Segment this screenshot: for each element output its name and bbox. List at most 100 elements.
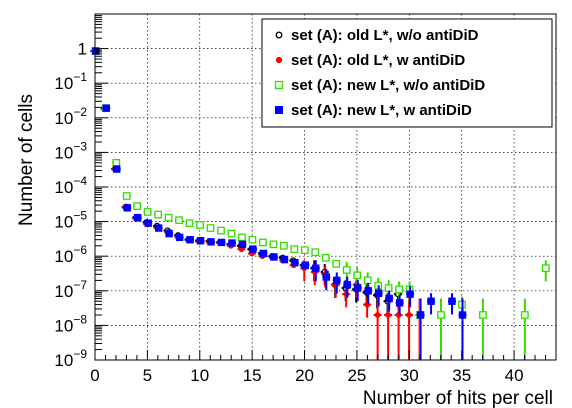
x-tick-label: 25 — [347, 366, 366, 385]
legend-label: set (A): old L*, w antiDiD — [291, 52, 465, 69]
data-point — [290, 245, 299, 253]
point-marker — [321, 253, 330, 262]
point-marker — [448, 297, 456, 305]
point-marker — [227, 229, 236, 238]
data-point — [405, 298, 414, 360]
point-marker — [113, 165, 121, 173]
point-marker — [154, 210, 162, 219]
y-tick-label: 10−3 — [54, 139, 87, 162]
point-marker — [144, 219, 152, 227]
data-point — [448, 293, 457, 315]
point-marker — [291, 258, 299, 267]
point-marker — [300, 246, 309, 254]
data-point — [133, 202, 142, 210]
data-point — [290, 258, 299, 267]
data-point — [258, 238, 267, 247]
point-marker — [479, 311, 487, 319]
point-marker — [275, 106, 283, 114]
point-marker — [275, 56, 283, 64]
x-tick-label: 15 — [243, 366, 262, 385]
data-point — [196, 237, 205, 245]
x-tick-label: 20 — [295, 366, 314, 385]
x-tick-label: 35 — [452, 366, 471, 385]
series-4 — [91, 47, 467, 360]
y-tick-base: 10 — [54, 74, 73, 93]
point-marker — [275, 31, 283, 39]
point-marker — [228, 239, 236, 247]
y-tick-exponent: −4 — [73, 174, 87, 188]
data-point — [300, 246, 309, 254]
legend-label: set (A): old L*, w/o antiDiD — [291, 27, 479, 44]
y-tick-base: 10 — [54, 109, 73, 128]
point-marker — [259, 249, 268, 258]
y-tick-label: 10−4 — [54, 174, 87, 197]
point-marker — [311, 248, 320, 257]
data-point — [395, 294, 404, 316]
point-marker — [175, 233, 184, 242]
y-tick-label: 10−7 — [54, 278, 87, 301]
legend-label: set (A): new L*, w/o antiDiD — [291, 77, 485, 94]
y-tick-base: 10 — [54, 143, 73, 162]
point-marker — [269, 240, 278, 249]
point-marker — [238, 233, 246, 242]
point-marker — [248, 235, 257, 244]
y-tick-label: 1 — [78, 40, 87, 59]
y-tick-exponent: −8 — [73, 312, 87, 326]
data-point — [385, 290, 394, 312]
data-point — [416, 298, 425, 360]
data-point — [175, 233, 184, 242]
legend: set (A): old L*, w/o antiDiD set (A): old… — [261, 18, 553, 128]
data-point — [122, 192, 131, 200]
data-point — [154, 224, 163, 232]
point-marker — [249, 245, 257, 253]
point-marker — [280, 241, 288, 250]
legend-items: set (A): old L*, w/o antiDiD set (A): old… — [274, 27, 485, 119]
point-marker — [290, 245, 299, 253]
data-point — [123, 204, 132, 212]
y-tick-base: 10 — [54, 247, 73, 266]
data-point — [458, 298, 467, 360]
data-point — [478, 298, 487, 360]
data-point — [175, 216, 184, 225]
data-point — [437, 298, 446, 360]
point-marker — [301, 261, 310, 269]
data-point — [373, 298, 382, 360]
legend-item-1: set (A): old L*, w/o antiDiD — [275, 27, 479, 44]
point-marker — [102, 104, 110, 112]
point-marker — [143, 208, 152, 216]
point-marker — [322, 273, 330, 281]
point-marker — [333, 276, 341, 285]
point-marker — [406, 312, 412, 318]
point-marker — [343, 281, 351, 289]
data-point — [332, 260, 341, 268]
legend-item-2: set (A): old L*, w antiDiD — [275, 52, 465, 69]
point-marker — [437, 311, 445, 319]
data-point — [541, 260, 550, 282]
data-point — [406, 286, 415, 308]
x-tick-label: 40 — [505, 366, 524, 385]
data-point — [280, 255, 289, 264]
data-point — [363, 296, 372, 318]
point-marker — [406, 290, 414, 298]
data-point — [144, 219, 153, 227]
point-marker — [332, 260, 341, 268]
data-point — [165, 229, 174, 238]
point-marker — [312, 264, 320, 272]
legend-box — [261, 18, 553, 128]
data-point — [237, 233, 246, 242]
legend-item-4: set (A): new L*, w antiDiD — [275, 102, 472, 119]
data-point — [207, 238, 216, 246]
y-tick-base: 10 — [54, 213, 73, 232]
data-point — [311, 260, 320, 282]
point-marker — [186, 235, 194, 244]
point-marker — [384, 284, 393, 292]
point-marker — [207, 238, 215, 246]
point-marker — [364, 287, 372, 295]
x-axis-title: Number of hits per cell — [363, 388, 553, 408]
y-tick-exponent: −6 — [73, 243, 87, 257]
y-tick-label: 10−1 — [54, 70, 87, 93]
data-point — [154, 210, 163, 219]
data-point — [364, 282, 373, 304]
data-point — [248, 235, 257, 244]
